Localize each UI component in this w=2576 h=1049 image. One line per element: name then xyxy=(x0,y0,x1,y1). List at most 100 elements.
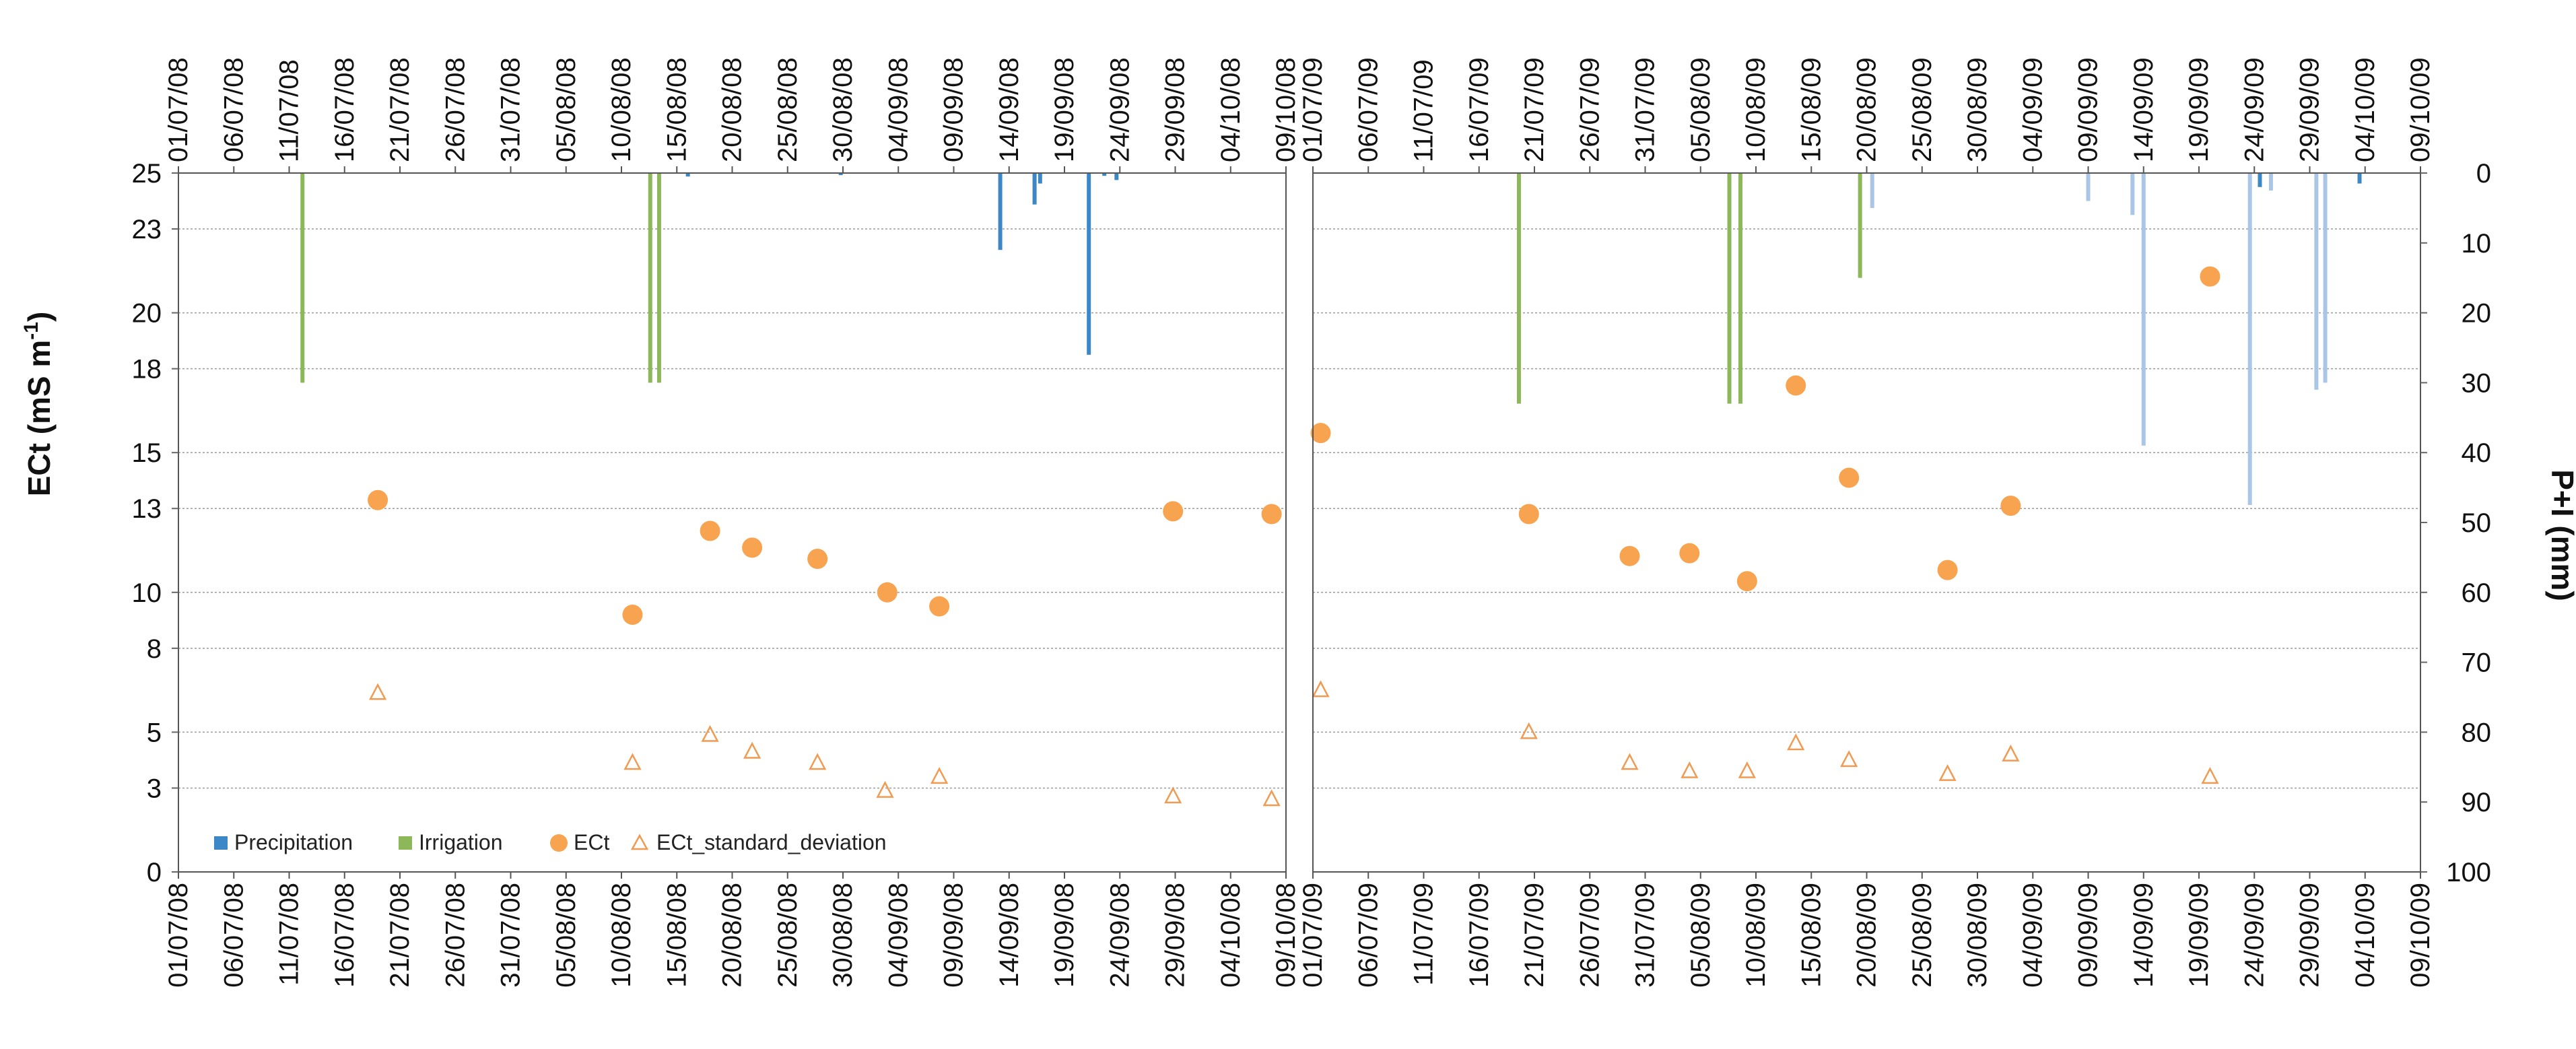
x-tick-label-bottom-2009: 09/10/09 xyxy=(2406,883,2435,988)
y-axis-right-label: P+I (mm) xyxy=(2545,469,2576,601)
x-tick-label-bottom-2009: 01/07/09 xyxy=(1298,883,1328,988)
x-tick-label-top-2008: 09/10/08 xyxy=(1271,57,1301,162)
ect-sd-point-2009 xyxy=(1787,733,1805,751)
x-tick-label-top-2009: 04/09/09 xyxy=(2018,57,2047,162)
ect-sd-point-2009 xyxy=(1938,764,1957,781)
x-tick-label-top-2008: 14/09/08 xyxy=(994,57,1024,162)
ect-sd-point-2008 xyxy=(930,767,949,784)
x-tick-label-top-2008: 26/07/08 xyxy=(440,57,470,162)
y-right-tick-label: 0 xyxy=(2476,159,2491,189)
precipitation-bar-2009 xyxy=(2258,173,2262,187)
x-tick-label-top-2008: 19/09/08 xyxy=(1050,57,1079,162)
precipitation-bar-2009 xyxy=(2268,173,2273,191)
ect-point-2008 xyxy=(877,582,897,603)
x-tick-label-bottom-2008: 15/08/08 xyxy=(662,883,691,988)
ect-point-2008 xyxy=(622,605,643,625)
y-left-tick-label: 23 xyxy=(132,215,162,244)
ect-point-2008 xyxy=(368,489,388,510)
precipitation-bar-2009 xyxy=(2086,173,2091,201)
x-tick-label-bottom-2008: 09/09/08 xyxy=(939,883,969,988)
x-tick-label-top-2009: 01/07/09 xyxy=(1298,57,1328,162)
x-tick-label-bottom-2009: 24/09/09 xyxy=(2239,883,2269,988)
ect-sd-point-2008 xyxy=(1262,789,1281,807)
x-tick-label-top-2008: 05/08/08 xyxy=(551,57,581,162)
y-axis-left-label-exponent: -1 xyxy=(20,322,42,340)
precipitation-bar-2008 xyxy=(685,173,690,177)
ect-sd-point-2009 xyxy=(1738,761,1756,778)
x-tick-label-bottom-2009: 30/08/09 xyxy=(1963,883,1992,988)
x-tick-label-bottom-2009: 05/08/09 xyxy=(1686,883,1716,988)
ect-sd-point-2009 xyxy=(1520,722,1538,739)
irrigation-bar-2008 xyxy=(656,173,661,383)
x-tick-label-bottom-2008: 31/07/08 xyxy=(496,883,526,988)
ect-point-2008 xyxy=(700,520,720,541)
ect-sd-point-2009 xyxy=(1681,761,1699,778)
x-tick-label-bottom-2008: 21/07/08 xyxy=(385,883,415,988)
precipitation-bar-2009 xyxy=(2314,173,2319,390)
x-tick-label-bottom-2009: 29/09/09 xyxy=(2295,883,2325,988)
precipitation-bar-2009 xyxy=(2357,173,2362,184)
ect-point-2009 xyxy=(1619,545,1640,566)
irrigation-bar-2009 xyxy=(1858,173,1862,278)
y-right-tick-label: 50 xyxy=(2462,508,2492,538)
x-tick-label-top-2008: 04/09/08 xyxy=(883,57,913,162)
x-tick-label-bottom-2009: 16/07/09 xyxy=(1464,883,1494,988)
legend-swatch-precipitation xyxy=(214,836,228,850)
y-axis-left-label-main: ECt (mS m xyxy=(22,340,57,497)
ect-point-2008 xyxy=(1261,504,1282,524)
x-tick-label-bottom-2008: 04/09/08 xyxy=(883,883,913,988)
precipitation-bar-2009 xyxy=(2130,173,2135,215)
legend-label-precipitation: Precipitation xyxy=(234,830,353,854)
legend: Precipitation Irrigation ECt ECt_standar… xyxy=(214,830,887,854)
ect-sd-point-2009 xyxy=(1840,750,1858,768)
points-layer xyxy=(368,266,2221,807)
x-tick-label-bottom-2008: 16/07/08 xyxy=(330,883,360,988)
x-tick-label-bottom-2009: 04/09/09 xyxy=(2018,883,2047,988)
ect-point-2009 xyxy=(1937,560,1958,580)
x-tick-label-top-2008: 04/10/08 xyxy=(1216,57,1246,162)
x-tick-label-top-2009: 19/09/09 xyxy=(2184,57,2214,162)
x-tick-label-bottom-2008: 24/09/08 xyxy=(1105,883,1134,988)
precipitation-bar-2008 xyxy=(1032,173,1037,205)
x-tick-label-top-2008: 09/09/08 xyxy=(939,57,969,162)
x-tick-label-top-2009: 31/07/09 xyxy=(1631,57,1660,162)
y-right-tick-label: 80 xyxy=(2462,718,2492,747)
x-tick-label-top-2008: 15/08/08 xyxy=(662,57,691,162)
x-tick-label-top-2008: 30/08/08 xyxy=(828,57,858,162)
irrigation-bar-2009 xyxy=(1738,173,1742,404)
x-tick-label-top-2009: 30/08/09 xyxy=(1963,57,1992,162)
x-tick-label-bottom-2009: 06/07/09 xyxy=(1353,883,1383,988)
precipitation-bar-2008 xyxy=(1038,173,1042,184)
x-tick-label-top-2009: 16/07/09 xyxy=(1464,57,1494,162)
x-tick-label-top-2008: 01/07/08 xyxy=(164,57,193,162)
ect-point-2008 xyxy=(742,537,763,558)
ect-point-2009 xyxy=(2200,266,2221,287)
ect-point-2009 xyxy=(2000,496,2021,516)
x-tick-label-bottom-2008: 10/08/08 xyxy=(607,883,636,988)
precipitation-bar-2008 xyxy=(1087,173,1091,355)
legend-label-irrigation: Irrigation xyxy=(419,830,503,854)
x-tick-label-top-2008: 25/08/08 xyxy=(773,57,803,162)
y-left-tick-label: 15 xyxy=(132,438,162,468)
y-left-tick-label: 5 xyxy=(147,718,162,747)
x-tick-label-top-2009: 20/08/09 xyxy=(1852,57,1882,162)
ect-point-2008 xyxy=(929,596,950,617)
irrigation-bar-2008 xyxy=(648,173,652,383)
precipitation-bar-2008 xyxy=(998,173,1003,250)
ect-point-2009 xyxy=(1679,543,1700,564)
x-tick-label-top-2008: 06/07/08 xyxy=(219,57,248,162)
ect-sd-point-2009 xyxy=(1621,753,1639,770)
x-tick-label-top-2008: 10/08/08 xyxy=(607,57,636,162)
x-tick-label-bottom-2009: 21/07/09 xyxy=(1520,883,1549,988)
ect-point-2009 xyxy=(1736,571,1757,592)
x-tick-label-bottom-2008: 20/08/08 xyxy=(718,883,747,988)
x-tick-label-bottom-2008: 19/09/08 xyxy=(1050,883,1079,988)
x-tick-label-top-2009: 11/07/09 xyxy=(1409,59,1439,162)
ect-sd-point-2008 xyxy=(369,683,387,700)
y-left-tick-label: 3 xyxy=(147,774,162,803)
precipitation-bar-2009 xyxy=(2323,173,2328,383)
precipitation-bar-2009 xyxy=(2247,173,2252,506)
ect-sd-point-2008 xyxy=(876,780,894,798)
ect-sd-point-2009 xyxy=(1312,680,1330,698)
